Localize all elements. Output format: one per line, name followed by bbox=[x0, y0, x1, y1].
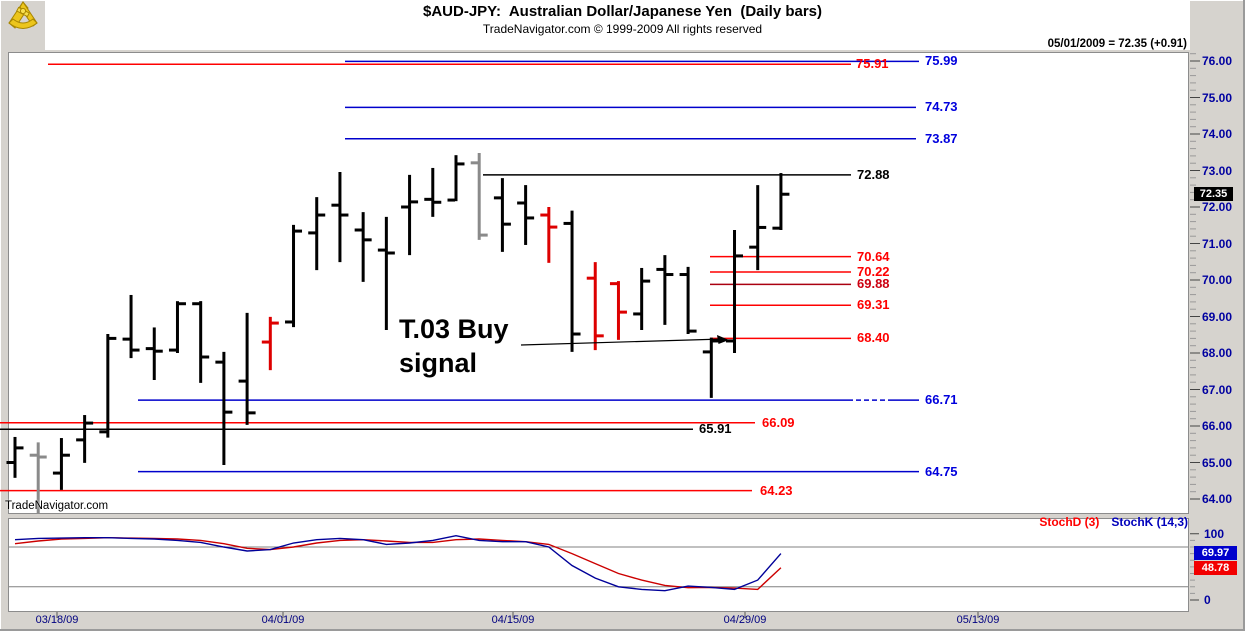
tradenavigator-sextant-logo[interactable] bbox=[3, 1, 43, 33]
price-axis-label: 70.00 bbox=[1202, 273, 1233, 287]
price-axis-label: 73.00 bbox=[1202, 163, 1233, 178]
level-label: 72.88 bbox=[857, 166, 890, 182]
price-axis-label: 67.00 bbox=[1202, 382, 1233, 397]
stochastic-panel[interactable] bbox=[8, 518, 1189, 612]
level-label: 73.87 bbox=[925, 130, 958, 146]
buy-signal-annotation: T.03 Buy signal bbox=[399, 312, 509, 380]
stoch-axis-label: 100 bbox=[1204, 526, 1225, 541]
price-axis-label: 64.00 bbox=[1202, 492, 1233, 506]
buy-signal-line2: signal bbox=[399, 348, 478, 378]
legend-stochk[interactable]: StochK (14,3) bbox=[1111, 515, 1188, 529]
level-label: 66.71 bbox=[925, 392, 958, 408]
price-axis-label: 66.00 bbox=[1202, 419, 1233, 433]
legend-stochd[interactable]: StochD (3) bbox=[1039, 515, 1100, 529]
level-label: 68.40 bbox=[857, 330, 890, 346]
sextant-icon bbox=[8, 1, 38, 29]
watermark: TradeNavigator.com bbox=[5, 500, 109, 512]
level-label: 75.91 bbox=[856, 56, 889, 72]
level-label: 69.88 bbox=[857, 276, 890, 292]
price-panel[interactable] bbox=[8, 52, 1189, 514]
level-label: 74.73 bbox=[925, 99, 958, 115]
price-axis-label: 71.00 bbox=[1202, 236, 1233, 251]
last-quote-info: 05/01/2009 = 72.35 (+0.91) bbox=[1047, 38, 1187, 50]
level-label: 64.23 bbox=[760, 482, 793, 498]
date-axis-label: 04/15/09 bbox=[491, 614, 535, 626]
level-label: 70.64 bbox=[857, 248, 890, 264]
stochd-value-badge: 48.78 bbox=[1194, 561, 1237, 575]
level-label: 70.22 bbox=[857, 263, 890, 279]
chart-copyright: TradeNavigator.com © 1999-2009 All right… bbox=[482, 22, 763, 36]
level-label: 75.99 bbox=[925, 53, 958, 69]
price-axis-label: 76.00 bbox=[1202, 54, 1233, 68]
date-axis-label: 04/29/09 bbox=[723, 614, 767, 626]
buy-signal-line1: T.03 Buy bbox=[399, 314, 509, 344]
price-axis-label: 72.00 bbox=[1202, 200, 1233, 214]
chart-title: $AUD-JPY: Australian Dollar/Japanese Yen… bbox=[422, 3, 823, 20]
price-axis-label: 68.00 bbox=[1202, 346, 1233, 360]
date-axis-label: 05/13/09 bbox=[956, 614, 1000, 626]
level-label: 64.75 bbox=[925, 463, 958, 479]
header-band bbox=[45, 0, 1190, 50]
level-label: 69.31 bbox=[857, 297, 890, 313]
date-axis-label: 03/18/09 bbox=[35, 614, 79, 626]
price-axis-label: 75.00 bbox=[1202, 90, 1233, 105]
stochk-value-badge: 69.97 bbox=[1194, 546, 1237, 560]
stochastic-legend: StochD (3) StochK (14,3) bbox=[1000, 515, 1188, 529]
date-axis-label: 04/01/09 bbox=[261, 614, 305, 626]
price-axis-label: 69.00 bbox=[1202, 309, 1233, 324]
stoch-axis-label: 0 bbox=[1204, 593, 1211, 607]
last-price-badge: 72.35 bbox=[1194, 187, 1233, 201]
level-label: 65.91 bbox=[699, 421, 732, 437]
price-axis-label: 65.00 bbox=[1202, 455, 1233, 470]
price-axis-label: 74.00 bbox=[1202, 127, 1233, 141]
level-label: 66.09 bbox=[762, 414, 795, 430]
